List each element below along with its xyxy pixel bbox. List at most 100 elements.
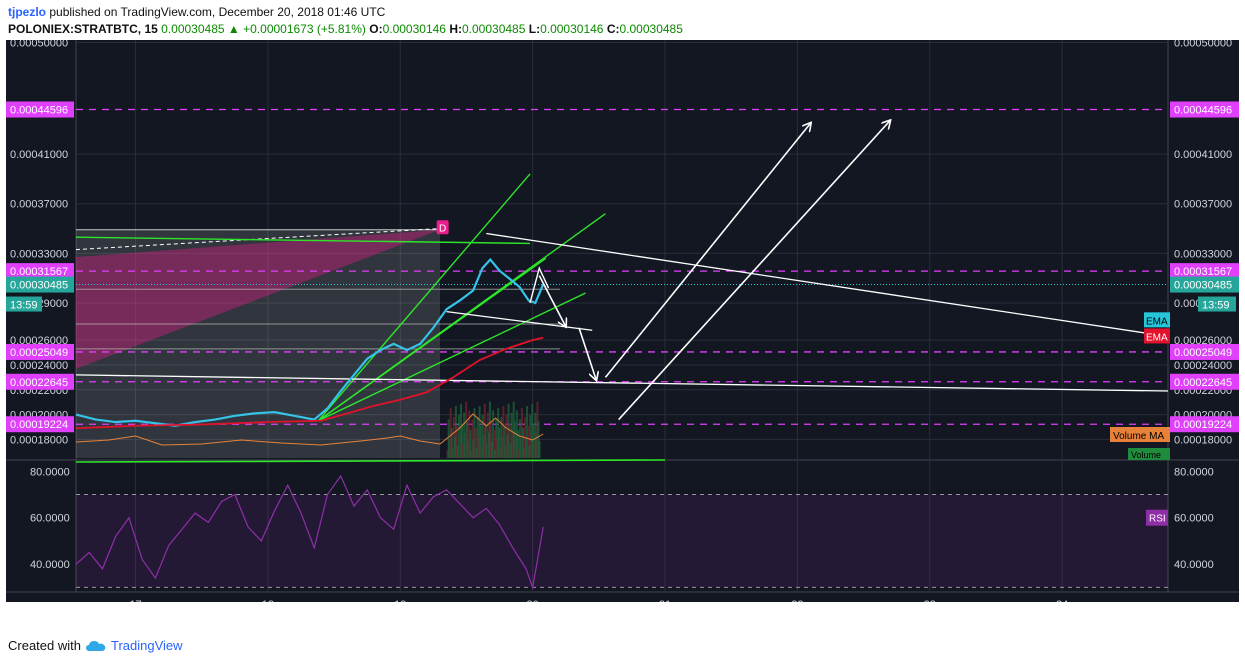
volume-label: Volume	[1131, 450, 1161, 460]
level-tag-right	[1170, 416, 1239, 433]
price-tick-label-left: 0.00024000	[10, 360, 68, 372]
volume-bar	[453, 436, 456, 458]
volume-bar	[532, 423, 535, 458]
rsi-tick-label-right: 80.0000	[1174, 466, 1214, 478]
last-price-tag-right	[1170, 276, 1239, 293]
high-value: 0.00030485	[462, 22, 526, 36]
low-value: 0.00030146	[540, 22, 604, 36]
volume-bar	[468, 410, 471, 458]
volume-bar	[538, 441, 541, 458]
volume-bar	[507, 403, 510, 458]
volume-bar	[447, 419, 450, 458]
volume-bar	[518, 419, 521, 458]
time-tick-label: 19	[394, 599, 406, 602]
volume-bar	[481, 414, 484, 458]
volume-bar	[465, 401, 468, 458]
level-tag-left	[6, 416, 74, 433]
volume-bar	[455, 425, 458, 458]
high-label: H:	[449, 22, 462, 36]
symbol-legend: POLONIEX:STRATBTC, 15 0.00030485 ▲ +0.00…	[8, 22, 683, 36]
time-tick-label: 22	[791, 599, 803, 602]
price-tick-label-right: 0.00041000	[1174, 149, 1232, 161]
level-tag-left	[6, 343, 74, 360]
open-label: O:	[369, 22, 383, 36]
ema2-tag	[1144, 328, 1170, 344]
volume-bar	[523, 447, 526, 458]
volume-bar	[477, 436, 480, 458]
volume-bar	[467, 441, 470, 458]
volume-bar	[460, 403, 463, 458]
rsi-tick-label-right: 40.0000	[1174, 559, 1214, 571]
last-price-label-right: 0.00030485	[1174, 280, 1232, 292]
volume-bar	[480, 445, 483, 458]
volume-bar	[469, 430, 472, 458]
volume-bar	[462, 443, 465, 458]
price-change: +0.00001673 (+5.81%)	[243, 22, 366, 36]
level-tag-right	[1170, 101, 1239, 118]
volume-bar	[485, 443, 488, 458]
volume-bar	[493, 430, 496, 458]
volume-bar	[497, 408, 500, 458]
volume-bar	[511, 432, 514, 458]
countdown-label-left: 13:59	[10, 300, 38, 312]
level-label-left: 0.00022645	[10, 377, 68, 389]
forecast-arrow	[618, 121, 890, 421]
last-price: 0.00030485	[161, 22, 225, 36]
volume-bar	[478, 406, 481, 458]
volume-bar	[484, 423, 487, 458]
level-tag-right	[1170, 373, 1239, 390]
ema-line	[75, 336, 544, 430]
rsi-tick-label-left: 60.0000	[30, 513, 70, 525]
volume-tag	[1128, 448, 1170, 460]
volume-bar	[476, 417, 479, 458]
volume-bar	[519, 439, 522, 458]
volume-bar	[505, 414, 508, 458]
volume-bar	[472, 439, 475, 458]
volume-bar	[503, 425, 506, 458]
level-label-left: 0.00025049	[10, 347, 68, 359]
volume-bar	[533, 443, 536, 458]
volume-bar	[464, 432, 467, 458]
price-tick-label-right: 0.00024000	[1174, 360, 1232, 372]
time-tick-label: 20	[527, 599, 539, 602]
volume-bar	[494, 450, 497, 458]
price-tick-label-left: 0.00037000	[10, 199, 68, 211]
countdown-tag-left	[6, 296, 42, 312]
close-label: C:	[606, 22, 620, 36]
volume-bar	[449, 408, 452, 458]
forecast-arrow	[604, 123, 810, 378]
countdown-label-right: 13:59	[1202, 300, 1230, 312]
price-tick-label-right: 0.00050000	[1174, 40, 1232, 49]
volume-bar	[483, 403, 486, 458]
open-value: 0.00030146	[382, 22, 446, 36]
volume-bar	[487, 432, 490, 458]
volume-bar	[479, 425, 482, 458]
chart-area[interactable]: 17 18 19 20 21 22 23 24 0.00050000 0.00050000 0.00…	[6, 40, 1239, 602]
volume-bar	[486, 412, 489, 458]
rsi-line	[75, 474, 544, 590]
last-price-label-left: 0.00030485	[10, 280, 68, 292]
volume-bar	[531, 403, 534, 458]
level-tag-right	[1170, 263, 1239, 280]
volume-bar	[456, 445, 459, 458]
volume-bar	[509, 443, 512, 458]
publish-info: tjpezlo published on TradingView.com, De…	[8, 5, 385, 19]
volume-bar	[488, 401, 491, 458]
volume-bar	[450, 428, 453, 458]
author-link[interactable]: tjpezlo	[8, 5, 46, 19]
tradingview-brand[interactable]: TradingView	[110, 638, 183, 653]
rsi-tag	[1146, 509, 1168, 526]
trend-line	[317, 292, 586, 422]
volume-bar	[534, 412, 537, 458]
rsi-band	[76, 494, 1168, 588]
volume-bar	[495, 419, 498, 458]
volume-bar	[521, 428, 524, 458]
volume-bar	[498, 428, 501, 458]
white-trend-line	[486, 232, 1169, 338]
level-label-left: 0.00019224	[10, 419, 68, 431]
volume-bar	[470, 450, 473, 458]
volume-bar	[513, 421, 516, 458]
volume-bar	[516, 430, 519, 458]
price-tick-label-right: 0.00037000	[1174, 199, 1232, 211]
volume-bar	[537, 421, 540, 458]
